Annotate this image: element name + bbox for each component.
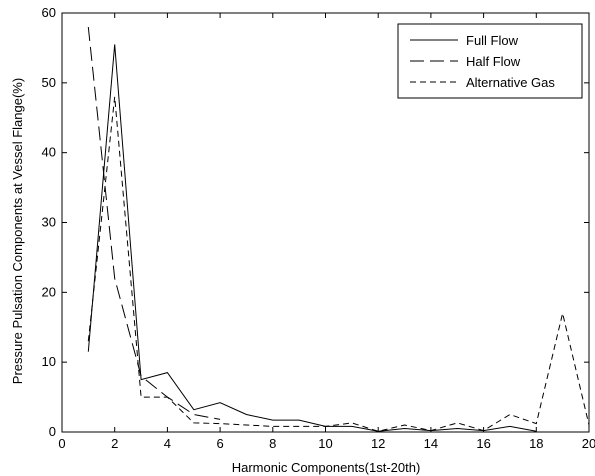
legend-label: Alternative Gas <box>466 75 555 90</box>
x-tick-label: 12 <box>371 436 385 451</box>
series-line-alternative-gas <box>87 96 590 432</box>
x-tick-label: 0 <box>58 436 65 451</box>
y-tick-label: 40 <box>42 145 56 160</box>
series-line-half-flow <box>87 26 221 420</box>
y-tick-label: 20 <box>42 284 56 299</box>
legend-label: Full Flow <box>466 33 519 48</box>
y-tick-label: 30 <box>42 215 56 230</box>
y-tick-label: 10 <box>42 354 56 369</box>
x-tick-label: 8 <box>269 436 276 451</box>
legend: Full Flow Half Flow Alternative Gas <box>397 23 583 99</box>
x-axis-label: Harmonic Components(1st-20th) <box>232 460 421 475</box>
x-tick-label: 2 <box>111 436 118 451</box>
x-tick-label: 6 <box>216 436 223 451</box>
plot-area: 0 2 4 6 8 10 12 14 16 18 20 0 10 20 30 40 50 60 <box>42 5 595 451</box>
x-tick-label: 18 <box>529 436 543 451</box>
x-tick-label: 10 <box>318 436 332 451</box>
x-tick-label: 20 <box>582 436 595 451</box>
series-line-full-flow <box>87 44 537 432</box>
y-tick-label: 0 <box>49 424 56 439</box>
y-tick-label: 50 <box>42 75 56 90</box>
legend-box <box>397 23 583 99</box>
y-axis-label: Pressure Pulsation Components at Vessel … <box>10 78 25 384</box>
legend-label: Half Flow <box>466 54 521 69</box>
x-tick-label: 16 <box>476 436 490 451</box>
y-tick-label: 60 <box>42 5 56 20</box>
x-tick-label: 14 <box>424 436 438 451</box>
x-tick-label: 4 <box>164 436 171 451</box>
